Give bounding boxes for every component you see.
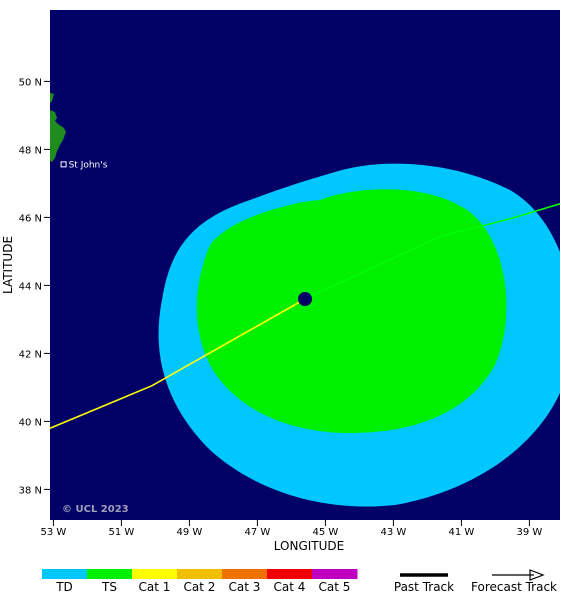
x-tick-label: 39 W [517, 527, 543, 538]
storm-center-marker [298, 292, 312, 306]
legend-category-label: Cat 2 [184, 580, 216, 594]
forecast-cone-inner [196, 189, 507, 434]
legend-category-label: TD [55, 580, 73, 594]
y-tick-label: 50 N [19, 77, 42, 88]
legend-swatch [177, 569, 223, 579]
intensity-legend: TD TS Cat 1 Cat 2 Cat 3 Cat 4 Cat 5 [42, 569, 358, 594]
city-label-st-johns: St John's [69, 160, 108, 170]
legend-swatch [132, 569, 178, 579]
y-tick-label: 46 N [19, 213, 42, 224]
forecast-track-line [304, 203, 560, 300]
y-tick-label: 48 N [19, 145, 42, 156]
past-track-line [50, 298, 306, 429]
x-axis-title: LONGITUDE [274, 539, 344, 553]
y-tick-label: 44 N [19, 281, 42, 292]
latitude-ticks: 50 N 48 N 46 N 44 N 42 N 40 N 38 N [19, 77, 50, 496]
x-tick-label: 49 W [177, 527, 203, 538]
longitude-ticks: 53 W 51 W 49 W 47 W 45 W 43 W 41 W 39 W [41, 520, 543, 538]
legend-swatch [312, 569, 358, 579]
x-tick-label: 45 W [313, 527, 339, 538]
x-tick-label: 53 W [41, 527, 67, 538]
copyright-text: © UCL 2023 [62, 504, 129, 515]
legend-swatch [222, 569, 268, 579]
newfoundland-land [50, 93, 66, 162]
legend-category-label: TS [101, 580, 117, 594]
legend-swatch [42, 569, 88, 579]
legend-category-label: Cat 1 [139, 580, 171, 594]
x-tick-label: 43 W [381, 527, 407, 538]
forecast-track-legend-label: Forecast Track [471, 580, 557, 594]
legend-category-label: Cat 3 [229, 580, 261, 594]
x-tick-label: 41 W [449, 527, 475, 538]
legend-swatch [87, 569, 133, 579]
y-tick-label: 38 N [19, 485, 42, 496]
y-tick-label: 40 N [19, 417, 42, 428]
forecast-track-legend-arrow [492, 569, 545, 581]
x-tick-label: 51 W [109, 527, 135, 538]
x-tick-label: 47 W [245, 527, 271, 538]
city-marker [60, 161, 67, 168]
past-track-legend-label: Past Track [394, 580, 454, 594]
legend-category-label: Cat 5 [319, 580, 351, 594]
legend-category-label: Cat 4 [274, 580, 306, 594]
y-axis-title: LATITUDE [1, 236, 15, 294]
y-tick-label: 42 N [19, 349, 42, 360]
legend-swatch [267, 569, 313, 579]
map-layers: St John's © UCL 2023 [50, 93, 560, 515]
